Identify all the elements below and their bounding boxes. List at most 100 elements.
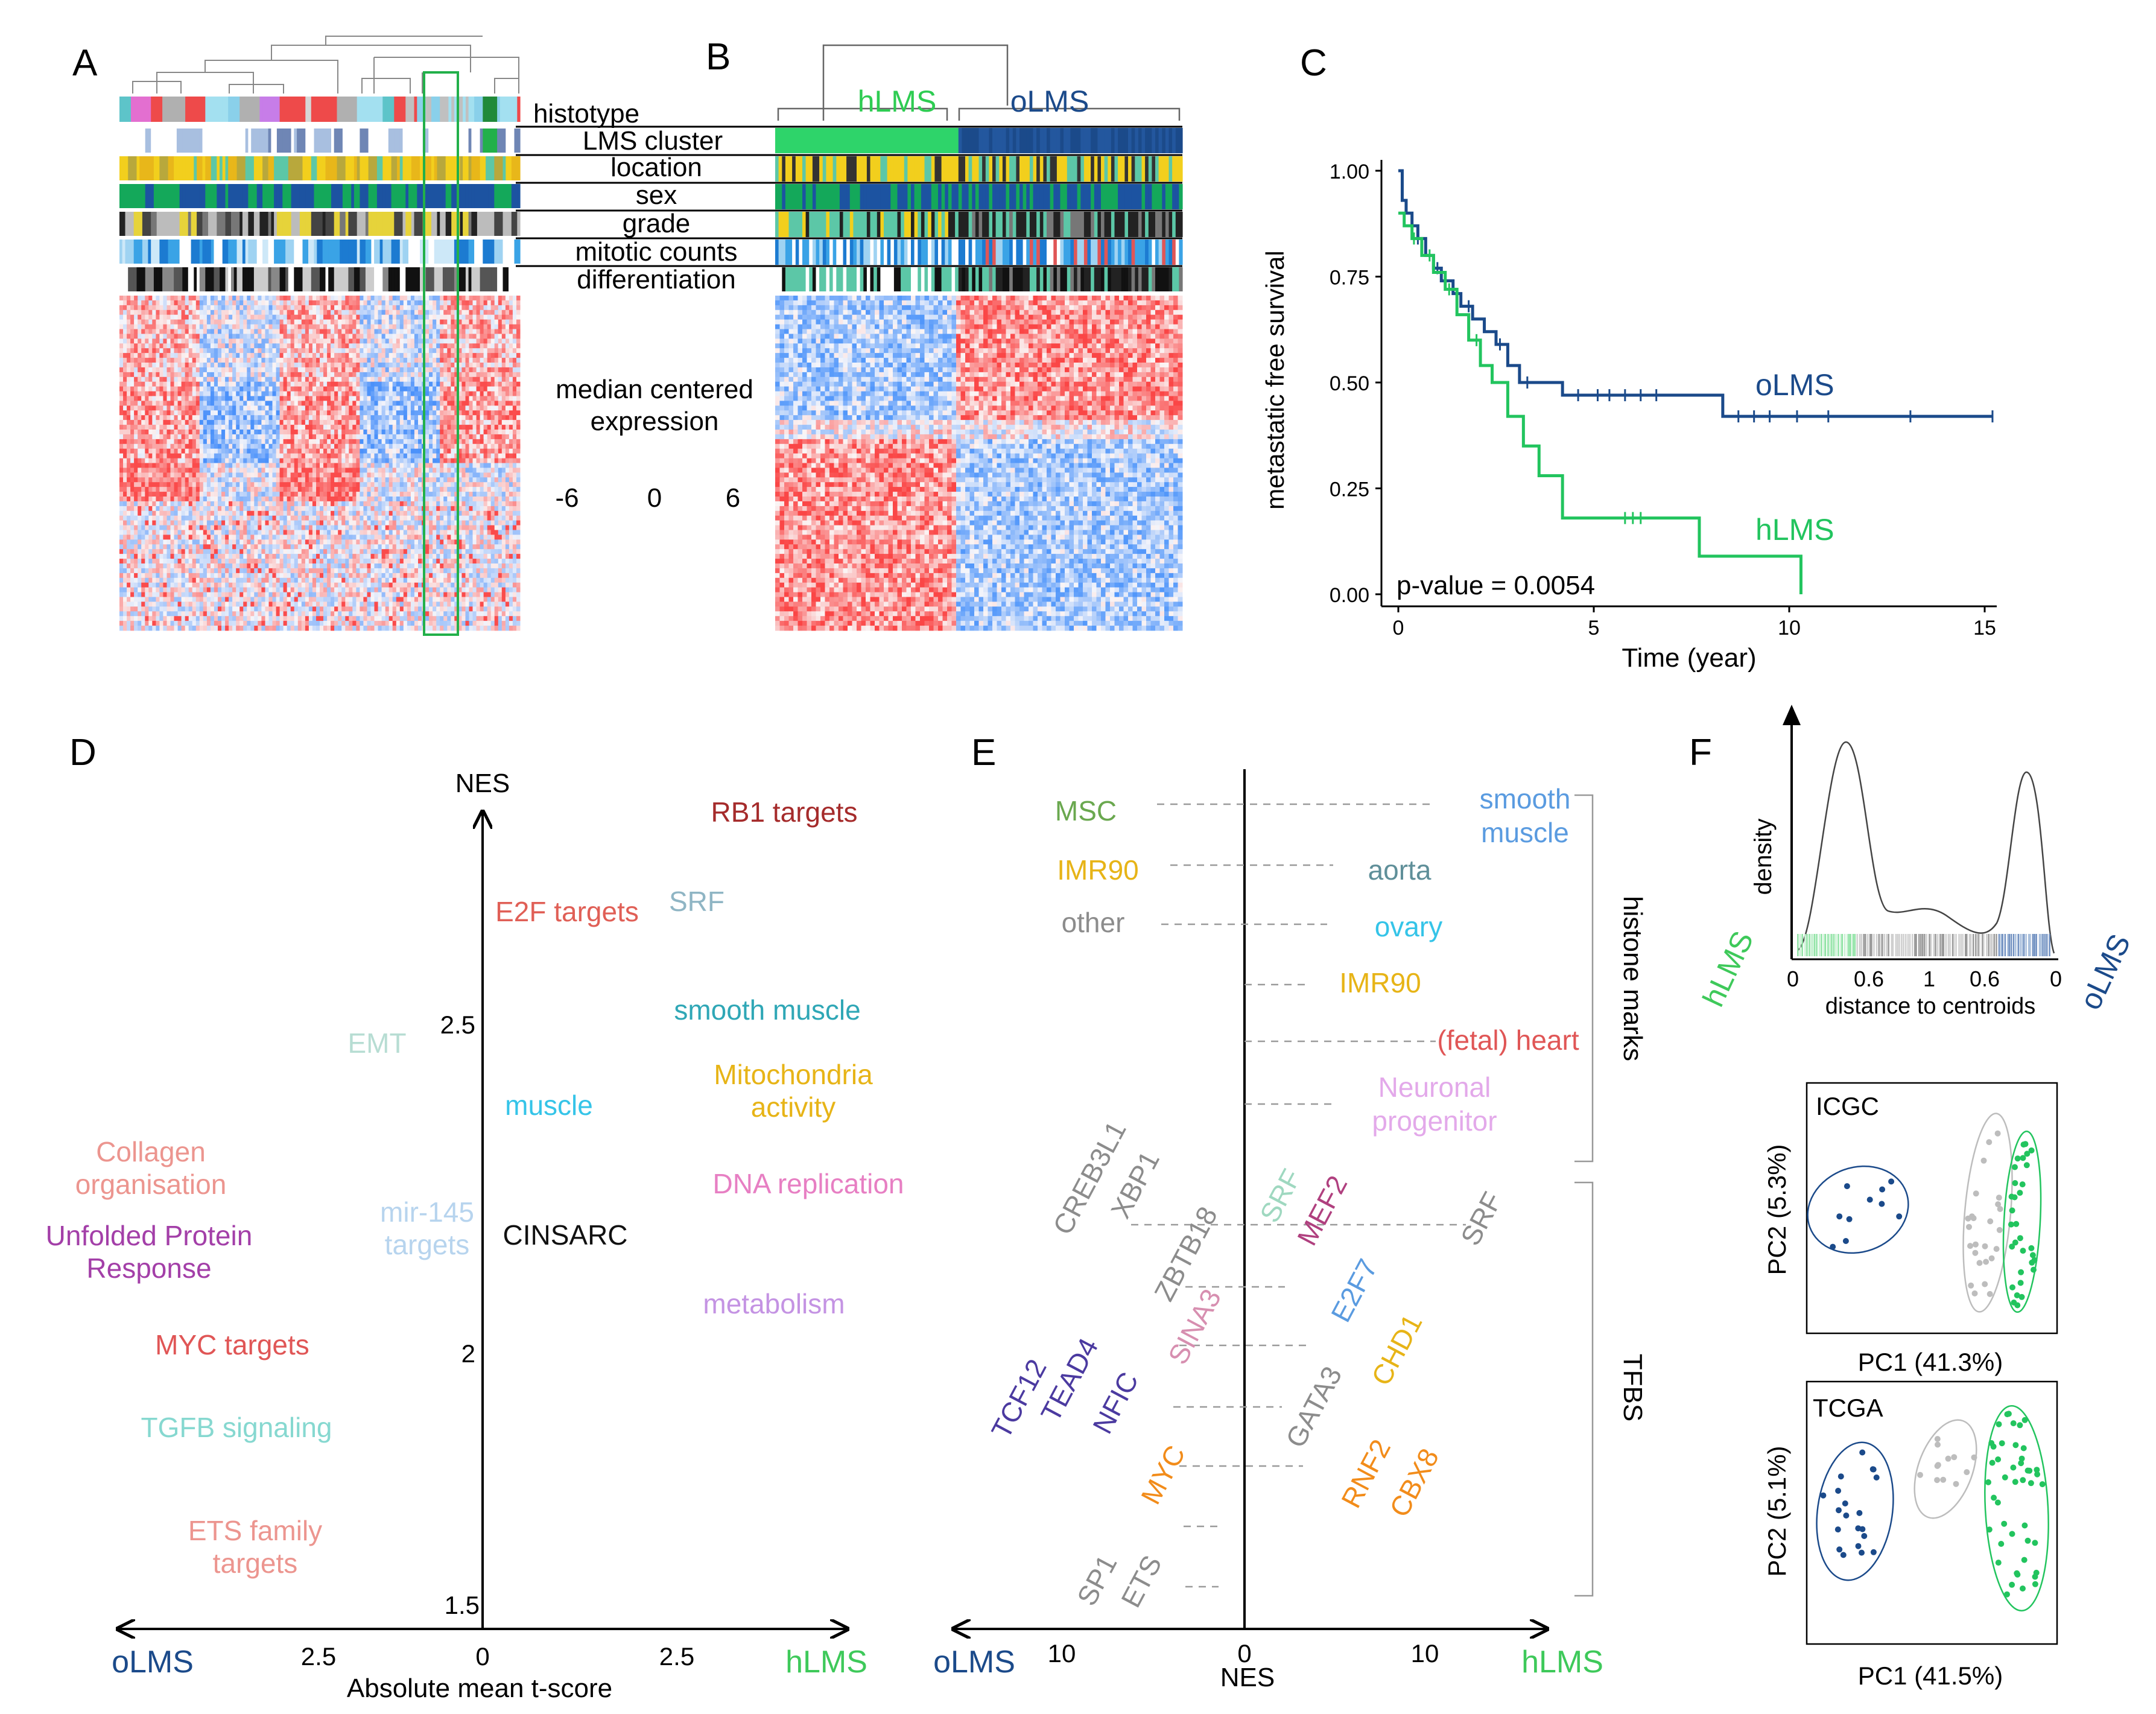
heatmap-cell [272, 405, 276, 411]
heatmap-cell [301, 309, 306, 316]
heatmap-cell [447, 363, 451, 368]
heatmap-cell [378, 430, 382, 435]
heatmap-cell [308, 386, 313, 392]
heatmap-cell [407, 425, 411, 430]
heatmap-cell [414, 439, 419, 445]
track-cell [488, 212, 492, 236]
heatmap-cell [356, 386, 360, 392]
track-cell [271, 156, 274, 180]
track-cell [460, 240, 463, 264]
track-cell [122, 240, 125, 264]
heatmap-cell [414, 363, 419, 368]
heatmap-cell [236, 386, 240, 392]
heatmap-cell [501, 396, 506, 401]
heatmap-cell [516, 453, 521, 459]
heatmap-cell [130, 386, 135, 392]
track-cell [233, 240, 237, 264]
heatmap-cell [305, 363, 309, 368]
heatmap-cell [385, 324, 390, 329]
heatmap-cell [272, 338, 276, 344]
track-cell [191, 156, 194, 180]
heatmap-cell [287, 338, 291, 344]
heatmap-cell [134, 305, 138, 311]
heatmap-cell [312, 329, 317, 334]
heatmap-cell [203, 430, 208, 435]
heatmap-cell [498, 401, 503, 406]
track-cell [288, 129, 292, 153]
heatmap-cell [188, 430, 193, 435]
heatmap-cell [148, 329, 153, 334]
heatmap-cell [206, 358, 211, 363]
heatmap-cell [447, 319, 451, 325]
track-cell [394, 129, 398, 153]
heatmap-cell [494, 453, 499, 459]
heatmap-cell [214, 458, 218, 463]
heatmap-cell [239, 458, 244, 463]
heatmap-cell [276, 448, 281, 454]
heatmap-cell [454, 314, 458, 320]
heatmap-cell [305, 305, 309, 311]
heatmap-cell [331, 324, 335, 329]
heatmap-cell [239, 358, 244, 363]
heatmap-cell [490, 386, 495, 392]
heatmap-cell [429, 453, 433, 459]
track-cell [133, 129, 137, 153]
heatmap-cell [461, 448, 466, 454]
heatmap-cell [188, 396, 193, 401]
heatmap-cell [272, 372, 276, 378]
heatmap-cell [451, 443, 455, 449]
track-cell [168, 267, 171, 291]
track-cell [245, 129, 249, 153]
heatmap-cell [119, 386, 124, 392]
heatmap-cell [433, 314, 437, 320]
track-cell [297, 129, 300, 153]
heatmap-cell [378, 434, 382, 440]
heatmap-cell [214, 443, 218, 449]
heatmap-cell [185, 430, 189, 435]
heatmap-cell [461, 420, 466, 425]
heatmap-cell [247, 296, 251, 301]
heatmap-cell [370, 334, 375, 339]
heatmap-cell [367, 453, 371, 459]
heatmap-cell [141, 443, 145, 449]
track-cell [354, 184, 358, 208]
heatmap-cell [276, 305, 281, 311]
heatmap-cell [494, 338, 499, 344]
heatmap-cell [352, 420, 357, 425]
heatmap-cell [254, 309, 258, 316]
track-cell [133, 240, 137, 264]
heatmap-cell [127, 405, 131, 411]
heatmap-cell [498, 391, 503, 396]
heatmap-cell [185, 443, 189, 449]
heatmap-cell [152, 305, 156, 311]
heatmap-cell [433, 425, 437, 430]
heatmap-cell [396, 348, 401, 354]
heatmap-cell [236, 300, 240, 306]
heatmap-cell [367, 358, 371, 363]
track-cell [486, 129, 489, 153]
track-cell [437, 212, 440, 236]
heatmap-cell [232, 448, 236, 454]
heatmap-cell [301, 376, 306, 382]
heatmap-cell [334, 430, 338, 435]
heatmap-cell [261, 305, 265, 311]
heatmap-cell [363, 338, 367, 344]
track-cell [497, 156, 501, 180]
heatmap-cell [214, 401, 218, 406]
heatmap-cell [440, 381, 444, 387]
heatmap-cell [239, 314, 244, 320]
heatmap-cell [436, 396, 440, 401]
track-cell [305, 97, 309, 122]
track-cell [363, 240, 366, 264]
heatmap-cell [308, 430, 313, 435]
heatmap-cell [177, 296, 182, 301]
heatmap-cell [381, 415, 386, 421]
heatmap-cell [469, 372, 473, 378]
track-cell [251, 240, 255, 264]
heatmap-cell [490, 415, 495, 421]
heatmap-cell [123, 425, 127, 430]
heatmap-cell [512, 458, 517, 463]
track-cell [420, 267, 423, 291]
heatmap-cell [254, 319, 258, 325]
heatmap-cell [214, 334, 218, 339]
